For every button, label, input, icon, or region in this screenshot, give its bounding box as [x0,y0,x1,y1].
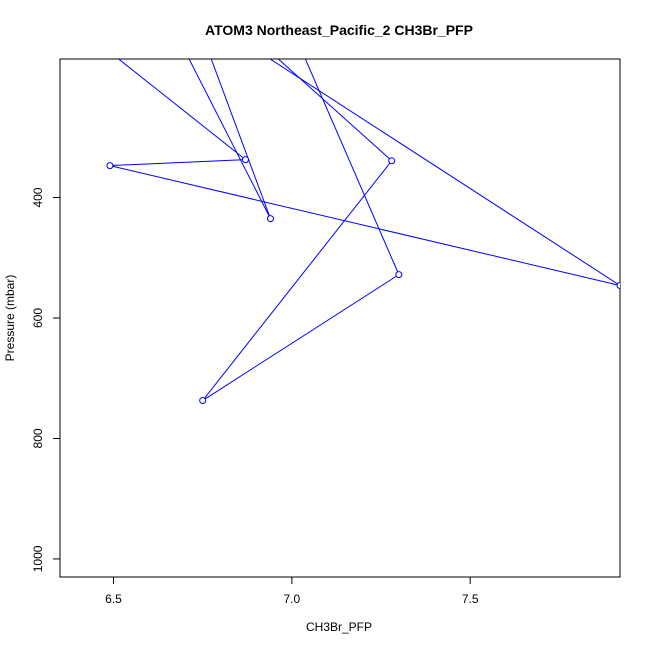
plot-frame [59,58,621,578]
series-layer [106,59,620,405]
y-tick-label: 1000 [31,545,45,572]
y-axis: 400 600 800 1000 [31,187,61,572]
series-line-segment [210,59,271,219]
series-line-segment [109,165,620,286]
data-point [266,215,274,223]
x-tick-label: 7.0 [284,592,301,606]
series-line-segment [109,159,246,167]
data-point [106,162,114,170]
series-line-segment [202,160,393,401]
data-point [395,271,403,279]
series-line-segment [202,274,400,401]
data-point [388,157,396,165]
y-tick-label: 800 [31,428,45,448]
data-point [241,156,249,164]
x-axis: 6.5 7.0 7.5 [105,576,479,606]
y-tick-label: 400 [31,187,45,207]
x-tick-label: 7.5 [462,592,479,606]
series-line-segment [277,59,393,162]
y-axis-label: Pressure (mbar) [3,275,17,362]
series-line-segment [117,59,246,160]
series-line-segment [304,59,400,275]
series-line-segment [269,59,620,286]
data-point [199,397,207,405]
data-point [616,281,620,289]
y-tick-label: 600 [31,308,45,328]
x-axis-label: CH3Br_PFP [306,620,372,634]
x-tick-label: 6.5 [105,592,122,606]
series-line-segment [188,59,271,219]
chart-title: ATOM3 Northeast_Pacific_2 CH3Br_PFP [205,22,473,38]
